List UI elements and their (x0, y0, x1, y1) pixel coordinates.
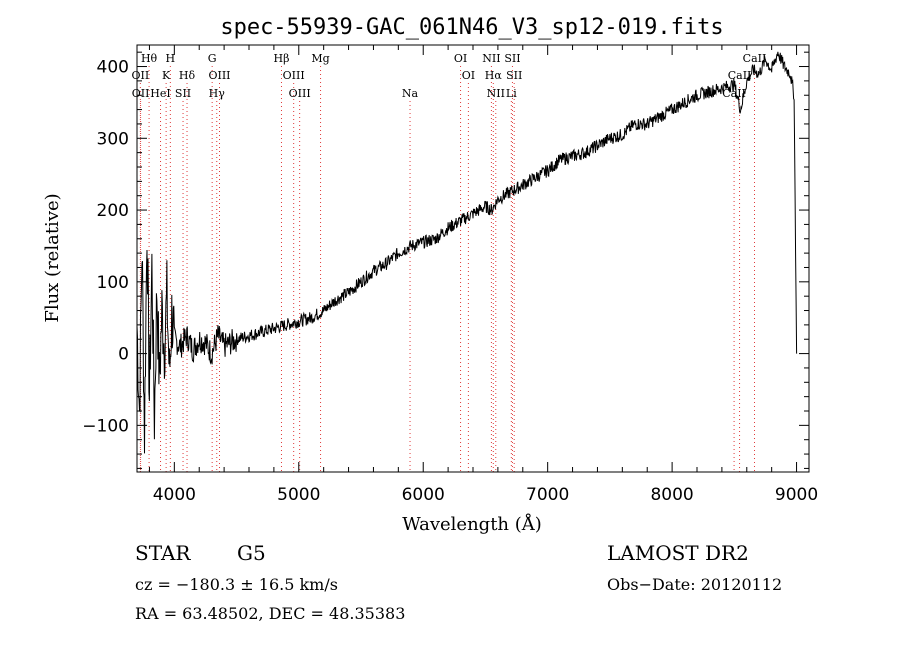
object-type: STAR (135, 541, 191, 565)
line-marker-label: Hδ (179, 69, 196, 82)
y-tick-label: 200 (97, 201, 129, 221)
line-marker-label: OI (454, 52, 467, 65)
redshift-value: cz = −180.3 ± 16.5 km/s (135, 575, 338, 594)
axes: 4000 5000 6000 7000 8000 9000 −100 0 100 200 300 40… (82, 44, 818, 505)
line-marker-label: G (208, 52, 217, 65)
x-axis-label: Wavelength (Å) (402, 513, 542, 535)
y-tick-label: 300 (97, 129, 129, 149)
line-marker-label: CaII (743, 52, 767, 65)
x-tick-label: 4000 (153, 485, 196, 505)
spectral-class: G5 (237, 541, 266, 565)
line-marker-label: Na (402, 87, 419, 100)
x-tick-label: 7000 (526, 485, 569, 505)
chart-title: spec-55939-GAC_061N46_V3_sp12-019.fits (220, 15, 723, 40)
x-tick-label: 8000 (650, 485, 693, 505)
y-tick-label: 100 (97, 273, 129, 293)
line-marker-label: Hβ (274, 52, 290, 65)
coordinates: RA = 63.48502, DEC = 48.35383 (135, 604, 406, 623)
line-marker-label: NII (487, 87, 505, 100)
line-marker-label: OIII (283, 69, 305, 82)
y-tick-label: 400 (97, 58, 129, 78)
y-tick-label: 0 (118, 345, 129, 365)
line-marker-label: OII (132, 69, 150, 82)
line-marker-label: OIII (289, 87, 311, 100)
line-marker-label: Li (506, 87, 517, 100)
y-axis-label: Flux (relative) (42, 193, 63, 322)
line-marker-label: HeI (150, 87, 170, 100)
line-marker-label: Hγ (209, 87, 226, 100)
line-marker-label: H (166, 52, 176, 65)
line-marker-label: Hθ (141, 52, 158, 65)
spectral-line-markers: Hθ OII OII HK HeI Hδ SII G OIII Hγ Hβ OIII OIII Mg Na O… (132, 52, 767, 472)
x-tick-label: 9000 (775, 485, 818, 505)
y-tick-label: −100 (82, 416, 129, 436)
line-marker-label: NII (482, 52, 500, 65)
line-marker-label: OII (132, 87, 150, 100)
line-marker-label: SII (175, 87, 191, 100)
line-marker-label: K (162, 69, 171, 82)
obs-date: Obs−Date: 20120112 (607, 575, 783, 594)
line-marker-label: SII (504, 52, 520, 65)
plot-frame (136, 44, 810, 473)
survey-name: LAMOST DR2 (607, 541, 749, 565)
line-marker-label: Mg (311, 52, 329, 65)
spectrum-line (136, 51, 798, 454)
line-marker-label: OIII (208, 69, 230, 82)
line-marker-label: Hα (485, 69, 503, 82)
line-marker-label: OI (462, 69, 475, 82)
x-tick-label: 5000 (277, 485, 320, 505)
line-marker-label: SII (506, 69, 522, 82)
plot-area (136, 51, 798, 454)
line-marker-label: CaII (722, 87, 746, 100)
x-tick-label: 6000 (402, 485, 445, 505)
